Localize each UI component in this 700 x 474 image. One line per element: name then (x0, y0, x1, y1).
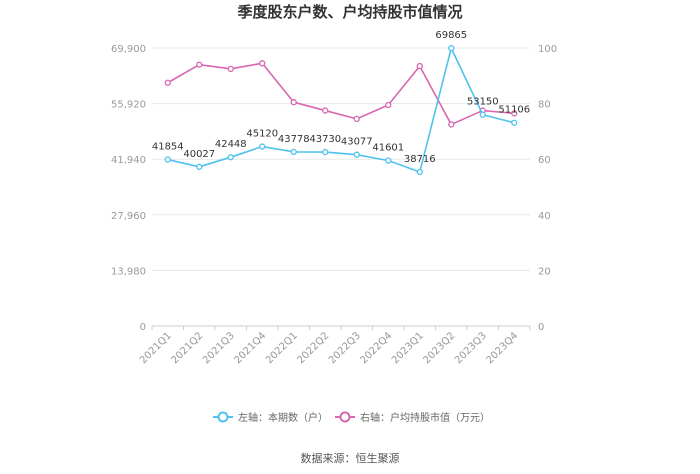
x-tick-label: 2022Q1 (264, 330, 300, 366)
data-label: 43730 (309, 134, 341, 145)
right-series-point (259, 60, 266, 67)
source-text: 数据来源：恒生聚源 (301, 451, 400, 465)
legend-marker-left (217, 411, 229, 423)
right-series-point (416, 62, 423, 70)
right-series-point (227, 65, 234, 72)
left-series-point (227, 154, 234, 161)
data-label: 51106 (498, 105, 530, 116)
left-series-point (353, 151, 360, 158)
left-series-line (167, 47, 515, 173)
x-tick-label: 2022Q4 (359, 330, 395, 366)
right-series-point (448, 121, 455, 128)
data-label: 45120 (246, 129, 278, 140)
legend-label-left: 左轴：本期数（户） (238, 411, 328, 424)
left-tick-label: 27,960 (111, 211, 146, 222)
right-series-point (290, 99, 297, 106)
right-series-point (322, 107, 329, 114)
right-series-point (511, 110, 518, 117)
right-series-point (385, 101, 392, 109)
chart-title: 季度股东户数、户均持股市值情况 (237, 3, 462, 21)
data-label: 41601 (372, 143, 404, 154)
right-tick-label: 60 (538, 155, 551, 166)
left-tick-label: 69,900 (111, 44, 146, 55)
right-tick-label: 40 (538, 211, 551, 222)
right-tick-label: 0 (538, 322, 544, 333)
x-tick-label: 2021Q3 (201, 330, 237, 366)
left-series-point (322, 148, 329, 156)
right-series-line (167, 62, 515, 126)
grid (152, 47, 530, 327)
x-tick-label: 2023Q3 (453, 330, 489, 366)
data-label: 42448 (215, 139, 247, 150)
left-series-point (385, 157, 392, 164)
x-tick-label: 2023Q1 (390, 330, 426, 366)
left-series-point (259, 143, 266, 150)
legend: 左轴：本期数（户） 右轴：户均持股市值（万元） (213, 411, 490, 424)
data-label: 41854 (152, 142, 184, 153)
left-series-point (511, 119, 518, 126)
x-axis: 2021Q12021Q22021Q32021Q42022Q12022Q22022… (138, 326, 531, 366)
data-label: 43778 (278, 134, 310, 145)
legend-label-right: 右轴：户均持股市值（万元） (360, 411, 490, 424)
left-tick-label: 55,920 (111, 100, 146, 111)
right-series-point (196, 61, 203, 68)
left-series-point (416, 168, 423, 176)
x-tick-label: 2022Q3 (327, 330, 363, 366)
left-axis: 0 13,980 27,960 41,940 55,920 69,900 (111, 44, 146, 333)
left-series-point (290, 148, 297, 156)
right-series-point (164, 79, 171, 86)
data-label: 53150 (467, 97, 499, 108)
legend-item-right-series[interactable]: 右轴：户均持股市值（万元） (335, 411, 490, 424)
left-tick-label: 41,940 (111, 155, 146, 166)
left-tick-label: 0 (140, 322, 146, 333)
x-tick-label: 2021Q4 (233, 330, 269, 366)
data-label: 40027 (183, 149, 215, 160)
left-series-point (164, 156, 171, 163)
x-tick-label: 2022Q2 (296, 330, 332, 366)
right-tick-label: 80 (538, 100, 551, 111)
x-tick-label: 2021Q2 (170, 330, 206, 366)
legend-marker-right (339, 411, 351, 423)
left-series-point (196, 163, 203, 170)
right-tick-label: 100 (538, 44, 557, 55)
right-axis: 0 20 40 60 80 100 (538, 44, 557, 333)
data-label: 69865 (435, 30, 467, 41)
x-tick-label: 2023Q2 (422, 330, 458, 366)
left-series-point (448, 44, 455, 52)
left-tick-label: 13,980 (111, 266, 146, 277)
legend-item-left-series[interactable]: 左轴：本期数（户） (213, 411, 328, 424)
x-tick-label: 2023Q4 (485, 330, 521, 366)
data-label: 38716 (404, 154, 436, 165)
data-label: 43077 (341, 137, 373, 148)
right-tick-label: 20 (538, 266, 551, 277)
x-tick-label: 2021Q1 (138, 330, 174, 366)
left-series-point (479, 111, 486, 118)
right-series-point (353, 115, 360, 123)
